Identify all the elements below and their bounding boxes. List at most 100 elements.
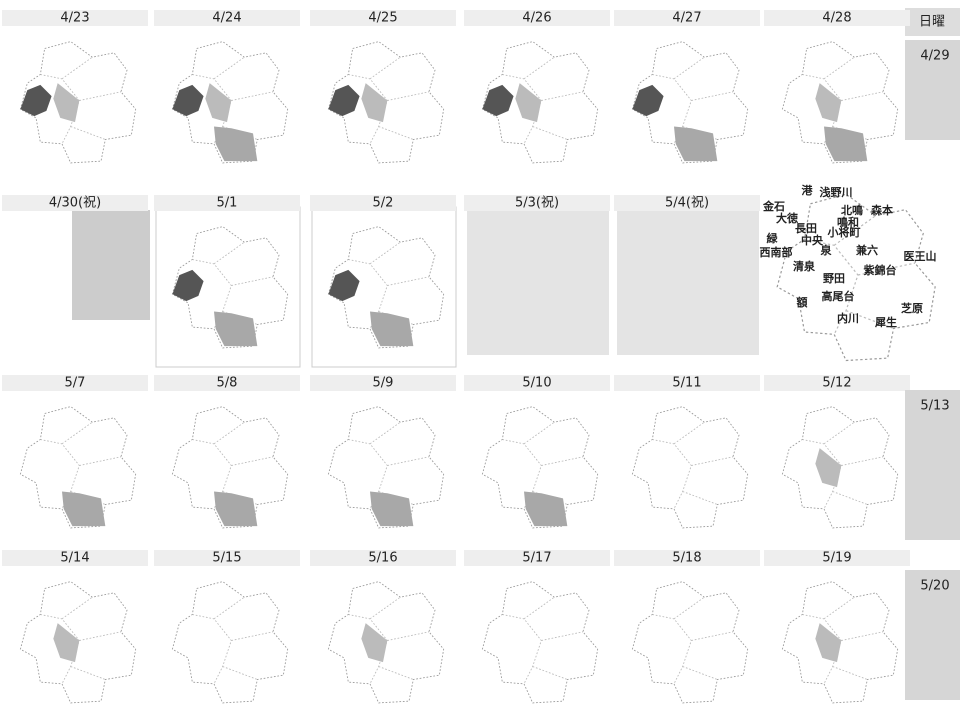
district-map xyxy=(328,84,360,117)
date-label: 4/24 xyxy=(212,11,241,26)
district-label: 港 xyxy=(802,183,814,197)
district-map xyxy=(815,448,842,488)
date-label: 5/14 xyxy=(60,551,89,566)
district-label: 医王山 xyxy=(904,249,937,263)
district-label: 北鳴 xyxy=(841,203,863,217)
date-label: 5/15 xyxy=(212,551,241,566)
district-map xyxy=(361,83,388,123)
date-label: 5/2 xyxy=(373,196,394,211)
district-map xyxy=(515,83,542,123)
date-bar xyxy=(2,195,148,211)
district-label: 泉 xyxy=(820,243,833,257)
date-label: 4/26 xyxy=(522,11,551,26)
sunday-header-bg xyxy=(905,8,960,36)
date-label: 5/10 xyxy=(522,376,551,391)
date-label: 5/12 xyxy=(822,376,851,391)
date-label: 4/23 xyxy=(60,11,89,26)
district-label: 芝原 xyxy=(901,301,923,315)
sunday-date: 4/29 xyxy=(920,49,949,64)
date-bar xyxy=(310,375,456,391)
district-map xyxy=(171,581,289,704)
date-label: 5/17 xyxy=(522,551,551,566)
district-map xyxy=(631,581,749,704)
date-bar xyxy=(2,375,148,391)
district-label: 兼六 xyxy=(856,243,878,257)
district-label: 西南部 xyxy=(760,245,793,259)
date-label: 5/8 xyxy=(217,376,238,391)
district-map xyxy=(361,623,388,663)
date-bar xyxy=(310,550,456,566)
date-label: 5/4(祝) xyxy=(665,196,709,211)
district-label: 長田 xyxy=(795,222,817,235)
district-label: 犀生 xyxy=(874,315,897,329)
district-label: 鳴和 xyxy=(837,215,859,229)
date-label: 5/19 xyxy=(822,551,851,566)
date-bar xyxy=(614,550,760,566)
date-label: 4/27 xyxy=(672,11,701,26)
district-label: 内川 xyxy=(837,311,859,325)
district-map xyxy=(172,84,204,117)
date-bar xyxy=(614,195,760,211)
date-bar xyxy=(614,10,760,26)
district-map xyxy=(214,491,258,527)
district-label: 大徳 xyxy=(776,211,798,225)
date-label: 5/16 xyxy=(368,551,397,566)
district-label: 清泉 xyxy=(793,259,816,273)
date-bar xyxy=(464,375,610,391)
sunday-header: 日曜 xyxy=(919,15,945,30)
district-map xyxy=(53,83,80,123)
district-label: 森本 xyxy=(871,203,893,217)
holiday-block xyxy=(467,205,609,355)
holiday-block xyxy=(72,210,150,320)
district-map xyxy=(53,623,80,663)
date-label: 4/28 xyxy=(822,11,851,26)
district-label: 野田 xyxy=(823,272,845,285)
district-label: 小将町 xyxy=(827,225,861,239)
date-bar xyxy=(154,10,300,26)
district-map xyxy=(370,491,414,527)
date-label: 5/7 xyxy=(65,376,86,391)
district-map xyxy=(20,84,52,117)
date-label: 5/11 xyxy=(672,376,701,391)
date-bar xyxy=(614,375,760,391)
district-label: 高尾台 xyxy=(822,289,855,303)
date-bar xyxy=(464,195,610,211)
holiday-block xyxy=(617,205,759,355)
district-label: 緑 xyxy=(767,231,779,245)
district-label: 浅野川 xyxy=(820,185,853,199)
date-label: 4/30(祝) xyxy=(49,196,101,211)
date-bar xyxy=(464,10,610,26)
date-label: 5/9 xyxy=(373,376,394,391)
district-map xyxy=(815,623,842,663)
district-map xyxy=(62,491,106,527)
date-bar xyxy=(310,10,456,26)
date-label: 5/3(祝) xyxy=(515,196,559,211)
sunday-cell xyxy=(905,40,960,140)
district-map xyxy=(632,84,664,117)
date-label: 5/1 xyxy=(217,196,238,211)
district-map xyxy=(481,581,599,704)
date-label: 5/18 xyxy=(672,551,701,566)
date-label: 4/25 xyxy=(368,11,397,26)
district-map xyxy=(524,491,568,527)
district-map xyxy=(815,83,842,123)
district-label: 中央 xyxy=(801,233,824,247)
district-label: 紫錦台 xyxy=(864,263,897,277)
date-bar xyxy=(764,10,910,26)
date-bar xyxy=(310,195,456,211)
date-bar xyxy=(2,10,148,26)
district-map xyxy=(674,126,718,162)
date-bar xyxy=(154,375,300,391)
sunday-cell xyxy=(905,390,960,540)
sunday-cell xyxy=(905,570,960,700)
district-map xyxy=(631,406,749,529)
district-map xyxy=(214,126,258,162)
district-label: 金石 xyxy=(762,199,785,213)
sunday-date: 5/13 xyxy=(920,399,949,414)
date-bar xyxy=(764,375,910,391)
district-map xyxy=(205,83,232,123)
district-map xyxy=(824,126,868,162)
date-bar xyxy=(154,550,300,566)
date-bar xyxy=(764,550,910,566)
